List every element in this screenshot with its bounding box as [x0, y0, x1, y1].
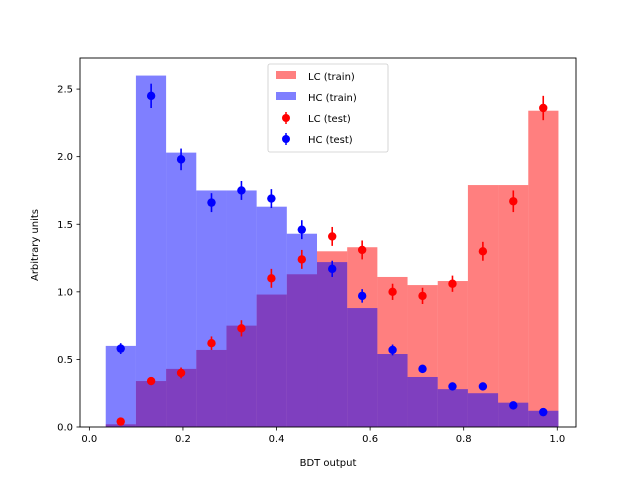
hist-bar-hc-14 [528, 410, 559, 427]
point-hc-test-1 [146, 91, 156, 101]
point-lc-test-14 [539, 103, 548, 113]
point-lc-test-1 [146, 376, 156, 386]
plot-frame [79, 57, 577, 428]
point-lc-test-13 [509, 197, 518, 206]
point-hc-test-2 [176, 155, 186, 164]
point-hc-test-14 [539, 407, 548, 417]
point-lc-test-5 [267, 274, 276, 283]
hist-bar-hc-11 [437, 389, 468, 427]
hist-bar-hc-2 [166, 152, 197, 427]
point-hc-test-3 [207, 198, 216, 207]
legend-swatch-hc-train [276, 92, 296, 100]
y-tick-label-2: 1.0 [57, 287, 73, 298]
x-tick-label-2: 0.4 [269, 434, 285, 445]
x-axis-label: BDT output [300, 458, 357, 469]
hist-bar-hc-10 [407, 376, 438, 427]
legend-label-hc-test: HC (test) [308, 135, 353, 146]
legend-label-hc-train: HC (train) [308, 93, 357, 104]
point-hc-test-9 [388, 345, 397, 355]
point-hc-test-4 [237, 186, 246, 195]
histogram-layer [105, 75, 559, 428]
point-hc-test-8 [357, 291, 367, 301]
test-points-layer [116, 83, 548, 426]
hist-bar-hc-5 [256, 206, 287, 427]
legend: LC (train) HC (train) LC (test) HC (test) [267, 63, 389, 153]
point-lc-test-0 [116, 417, 125, 426]
legend-label-lc-test: LC (test) [308, 114, 351, 125]
legend-label-lc-train: LC (train) [308, 72, 355, 83]
legend-swatch-lc-train [276, 71, 296, 79]
point-hc-test-7 [328, 264, 337, 274]
axes [79, 57, 577, 428]
point-hc-test-6 [297, 225, 306, 234]
hist-bar-hc-8 [347, 308, 378, 427]
point-lc-test-4 [237, 324, 246, 333]
legend-marker-lc-test [282, 114, 290, 122]
hist-bar-hc-1 [135, 75, 167, 428]
y-axis-label: Arbitrary units [30, 209, 41, 281]
x-tick-label-4: 0.8 [456, 434, 472, 445]
x-tick-label-3: 0.6 [362, 434, 378, 445]
point-lc-test-8 [357, 245, 367, 255]
ticks: 0.0 0.2 0.4 0.6 0.8 1.0 0.0 0.5 1.0 1.5 2.0 2.5 [57, 85, 565, 445]
point-hc-test-12 [478, 382, 488, 391]
point-hc-test-0 [116, 344, 125, 353]
point-lc-test-9 [388, 287, 397, 297]
point-lc-test-7 [328, 232, 337, 241]
point-lc-test-12 [478, 247, 488, 256]
point-lc-test-3 [207, 338, 216, 348]
x-tick-label-5: 1.0 [549, 434, 565, 445]
hist-bar-hc-0 [105, 345, 136, 427]
hist-bar-lc-14 [528, 110, 559, 427]
y-tick-label-5: 2.5 [57, 85, 73, 96]
y-tick-label-4: 2.0 [57, 152, 73, 163]
point-hc-test-5 [267, 194, 276, 203]
hist-bar-hc-4 [226, 190, 257, 427]
point-hc-test-10 [418, 364, 427, 374]
hist-bar-lc-12 [467, 185, 499, 427]
point-hc-test-13 [509, 401, 518, 410]
hist-bar-hc-7 [317, 262, 348, 427]
x-tick-label-1: 0.2 [175, 434, 191, 445]
point-lc-test-6 [297, 255, 306, 264]
y-tick-label-1: 0.5 [57, 355, 73, 366]
hist-bar-hc-9 [377, 354, 408, 427]
legend-box [267, 63, 389, 153]
hist-bar-lc-13 [498, 185, 529, 427]
legend-marker-hc-test [282, 135, 290, 143]
x-tick-label-0: 0.0 [81, 434, 97, 445]
point-lc-test-11 [448, 279, 457, 288]
point-hc-test-11 [448, 382, 457, 391]
point-lc-test-2 [176, 368, 186, 378]
y-tick-label-0: 0.0 [57, 423, 73, 434]
hist-bar-hc-3 [196, 190, 227, 427]
point-lc-test-10 [418, 291, 427, 301]
hist-bar-hc-12 [467, 393, 499, 427]
y-tick-label-3: 1.5 [57, 220, 73, 231]
